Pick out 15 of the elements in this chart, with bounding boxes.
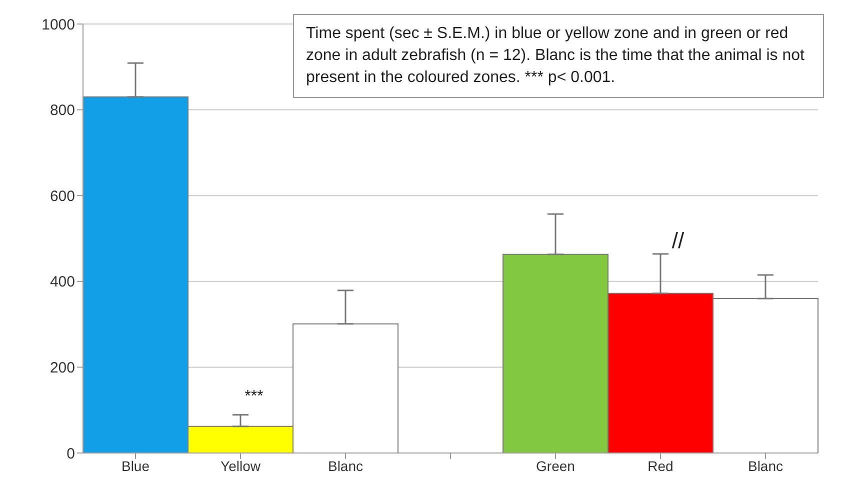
x-tick-label: Red: [648, 458, 674, 474]
y-tick-label: 1000: [42, 16, 75, 34]
y-tick-label: 800: [50, 102, 75, 120]
y-tick-label: 0: [66, 445, 75, 462]
annotation: Time spent (sec ± S.E.M.) in blue or yellow zone and in green or red zone in adult zebrafish (n = 12). Blanc is the time that the animal is not present in the coloured zones. *** p< 0.001.: [293, 14, 824, 98]
x-tick-label: Blanc: [748, 458, 784, 474]
y-tick-label: 600: [50, 188, 75, 205]
x-tick-label: Green: [536, 458, 575, 474]
annotation: ***: [244, 388, 264, 406]
x-tick-label: Blanc: [328, 458, 364, 474]
y-tick-label: 200: [50, 360, 75, 377]
x-tick-label: Blue: [121, 458, 150, 474]
y-tick-label: 400: [50, 274, 75, 291]
x-tick-label: Yellow: [220, 458, 262, 474]
annotation: //: [670, 228, 686, 254]
